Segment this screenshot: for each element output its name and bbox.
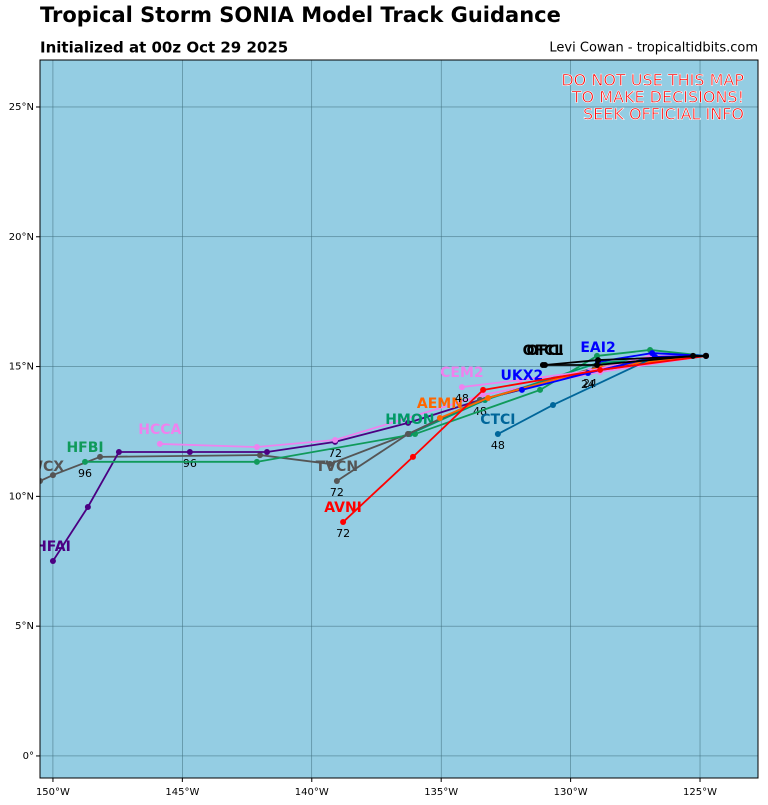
track-label: HCCA [138, 422, 181, 438]
hour-label: 96 [183, 457, 197, 470]
track-point [550, 401, 557, 408]
track-label: AEMN [417, 396, 463, 412]
warning: SEEK OFFICIAL INFO [583, 105, 744, 124]
track-label: OFCL [523, 343, 564, 359]
track-point [494, 431, 501, 438]
track-point [518, 386, 525, 393]
tracks: HWCX24487296HFAI96HFBIHCCAHMON72TVCNAEMN… [16, 340, 709, 564]
track-point [458, 384, 465, 391]
hour-label: 24 [581, 378, 595, 391]
track-point [257, 452, 264, 459]
hour-label: 96 [78, 467, 92, 480]
y-tick-label: 15°N [9, 362, 34, 373]
track-label: HWCX [16, 459, 64, 475]
track-point [409, 453, 416, 460]
track-point [40, 478, 43, 485]
track-point [649, 350, 656, 357]
x-tick-label: 135°W [424, 787, 458, 798]
warning: DO NOT USE THIS MAP [561, 71, 744, 90]
track-point [597, 366, 604, 373]
hour-label: 72 [336, 527, 350, 540]
track-point [253, 458, 260, 465]
track-label: HMON [385, 412, 434, 428]
x-tick-label: 130°W [554, 787, 588, 798]
track-point [537, 386, 544, 393]
track-point [516, 377, 523, 384]
track-point [480, 386, 487, 393]
track-point [485, 394, 492, 401]
track-label: CEM2 [440, 365, 484, 381]
y-tick-label: 20°N [9, 232, 34, 243]
track-point [97, 453, 104, 460]
track-point [702, 352, 709, 359]
track-point [253, 444, 260, 451]
hour-label: 72 [330, 486, 344, 499]
x-tick-label: 150°W [36, 787, 70, 798]
track-point [49, 472, 56, 479]
track-point [690, 352, 697, 359]
track-label: HFBI [66, 440, 103, 456]
track-point [405, 419, 412, 426]
ocean [40, 60, 758, 778]
x-tick-label: 140°W [295, 787, 329, 798]
track-point [539, 362, 546, 369]
track-label: UKX2 [501, 368, 544, 384]
track-line [159, 355, 707, 448]
track-point [263, 448, 270, 455]
y-tick-label: 5°N [15, 621, 34, 632]
warning: TO MAKE DECISIONS! [571, 88, 744, 107]
hour-label: 72 [328, 447, 342, 460]
track-point [595, 357, 602, 364]
track-label: TVCN [316, 459, 358, 475]
track-point [333, 478, 340, 485]
track-point [84, 503, 91, 510]
track-label: AVNI [324, 500, 362, 516]
title: Tropical Storm SONIA Model Track Guidanc… [40, 3, 561, 27]
frame [39, 59, 759, 779]
track-point [480, 391, 487, 398]
track-point [49, 557, 56, 564]
track-point [156, 440, 163, 447]
track-point [332, 437, 339, 444]
x-tick-label: 145°W [165, 787, 199, 798]
track-point [82, 458, 89, 465]
track-label: OFCI [527, 343, 564, 359]
y-tick-label: 0° [23, 751, 34, 762]
track-label: CTCI [480, 412, 515, 428]
credit: Levi Cowan - tropicaltidbits.com [549, 41, 758, 56]
y-tick-label: 10°N [9, 491, 34, 502]
subtitle: Initialized at 00z Oct 29 2025 [40, 39, 288, 57]
track-label: HFAI [35, 539, 71, 555]
track-point [115, 448, 122, 455]
track-point [340, 519, 347, 526]
track-label: EAI2 [580, 340, 615, 356]
y-tick-label: 25°N [9, 102, 34, 113]
hour-label: 48 [491, 439, 505, 452]
track-point [436, 414, 443, 421]
track-point [405, 431, 412, 438]
track-point [326, 460, 333, 467]
track-point [186, 448, 193, 455]
track-point [594, 362, 601, 369]
hour-label: 48 [455, 392, 469, 405]
track-line [542, 355, 706, 366]
x-tick-label: 125°W [683, 787, 717, 798]
